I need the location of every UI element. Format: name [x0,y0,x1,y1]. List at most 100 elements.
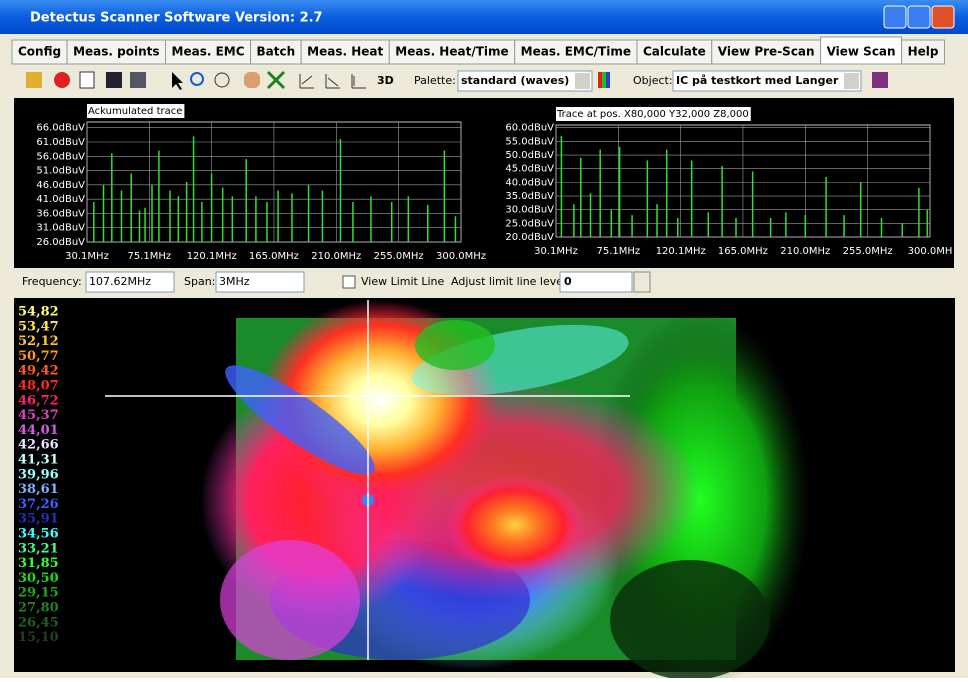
tab-bar: Config Meas. points Meas. EMC Batch Meas. He… [11,36,945,65]
y-tick-label: 36.0dBuV [36,208,85,219]
3d-button[interactable]: 3D [377,74,394,87]
reset-icon[interactable] [266,70,286,90]
y-tick-label: 60.0dBuV [505,123,554,134]
palette-label: Palette: [414,74,456,87]
chart-title-bg [556,107,751,121]
chart-title: Trace at pos. X80,000 Y32,000 Z8,000 [556,109,749,120]
tab[interactable] [250,39,302,65]
y-tick-label: 35.0dBuV [505,191,554,202]
x-tick-label: 210.0MHz [311,251,361,262]
x-tick-label: 255.0MHz [374,251,424,262]
tab[interactable] [711,39,822,65]
minimize-button[interactable] [883,5,907,29]
heat-region [220,540,360,660]
object-select[interactable] [672,70,862,92]
rotate-icon[interactable] [214,72,230,88]
y-tick-label: 25.0dBuV [505,218,554,229]
axis-icon[interactable] [351,74,366,89]
x-tick-label: 120.1MHz [656,246,706,257]
spectrum-chart: 20.0dBuV 25.0dBuV 30.0dBuV 35.0dBuV 40.0dBuV… [505,107,952,257]
tab[interactable] [514,39,638,65]
legend-label: 41,31 [18,453,59,468]
title-bar [0,0,968,34]
maximize-button[interactable] [907,5,931,29]
legend-label: 35,91 [18,512,59,527]
dropdown-arrow[interactable] [844,73,859,89]
open-icon[interactable] [26,72,42,88]
axis-icon[interactable] [325,74,340,89]
stop-icon[interactable] [54,72,70,88]
pan-icon[interactable] [244,72,260,88]
dropdown-arrow[interactable] [575,73,590,89]
export-icon[interactable] [872,72,888,88]
legend-label: 34,56 [18,527,59,542]
x-tick-label: 255.0MHz [843,246,893,257]
legend-label: 45,37 [18,408,59,423]
chart-title-bg [87,104,185,118]
pointer-icon[interactable] [172,72,183,90]
spin-button[interactable] [633,271,651,293]
tab[interactable] [388,39,516,65]
limit-line-checkbox[interactable] [342,275,356,289]
adjust-value: 0 [564,275,572,288]
x-tick-label: 210.0MHz [780,246,830,257]
x-tick-label: 75.1MHz [128,251,172,262]
copy-icon[interactable] [130,72,146,88]
y-tick-label: 45.0dBuV [505,164,554,175]
legend-label: 46,72 [18,393,59,408]
palette-select[interactable] [457,70,593,92]
tab[interactable] [300,39,390,65]
y-tick-label: 40.0dBuV [505,177,554,188]
legend-label: 53,47 [18,319,59,334]
legend-label: 15,10 [18,630,59,645]
tab-label: Calculate [643,45,706,59]
y-tick-label: 61.0dBuV [36,137,85,148]
legend-label: 26,45 [18,615,59,630]
y-tick-label: 20.0dBuV [505,232,554,243]
window-title: Detectus Scanner Software Version: 2.7 [30,11,323,26]
span-input[interactable] [215,271,305,293]
y-tick-label: 51.0dBuV [36,166,85,177]
tab[interactable] [901,39,945,65]
legend-label: 48,07 [18,379,59,394]
legend-label: 29,15 [18,586,59,601]
legend-label: 54,82 [18,305,59,320]
x-tick-label: 120.1MHz [187,251,237,262]
tab-label: Meas. Heat/Time [395,45,508,59]
save-icon[interactable] [106,72,122,88]
toolbar: 3D Palette: standard (waves) Object: IC … [26,70,888,92]
tab[interactable] [820,36,903,65]
controls-row: Frequency: 107.62MHz Span: 3MHz View Lim… [22,271,651,293]
legend-label: 37,26 [18,497,59,512]
zoom-icon[interactable] [190,72,204,86]
y-tick-label: 31.0dBuV [36,223,85,234]
tab[interactable] [11,39,68,65]
x-tick-label: 165.0MHz [718,246,768,257]
tab-label: View Scan [827,45,896,59]
y-tick-label: 46.0dBuV [36,180,85,191]
palette-icon[interactable] [598,72,602,88]
x-tick-label: 75.1MHz [597,246,641,257]
axis-icon[interactable] [299,74,314,89]
frequency-input[interactable] [85,271,175,293]
tab-label: Batch [257,45,296,59]
preview-icon[interactable] [79,71,95,89]
adjust-input[interactable] [559,271,633,293]
legend-label: 52,12 [18,334,59,349]
legend-label: 42,66 [18,438,59,453]
palette-icon[interactable] [602,72,606,88]
legend-label: 38,61 [18,482,59,497]
heat-region [415,320,495,370]
legend-label: 50,77 [18,349,59,364]
tab-label: Config [18,45,61,59]
heat-region [411,324,629,396]
tab[interactable] [636,39,713,65]
y-tick-label: 26.0dBuV [36,237,85,248]
x-tick-label: 165.0MHz [249,251,299,262]
legend-label: 44,01 [18,423,59,438]
palette-icon[interactable] [606,72,610,88]
legend-label: 30,50 [18,571,59,586]
heat-region [610,560,770,680]
close-button[interactable] [931,5,955,29]
